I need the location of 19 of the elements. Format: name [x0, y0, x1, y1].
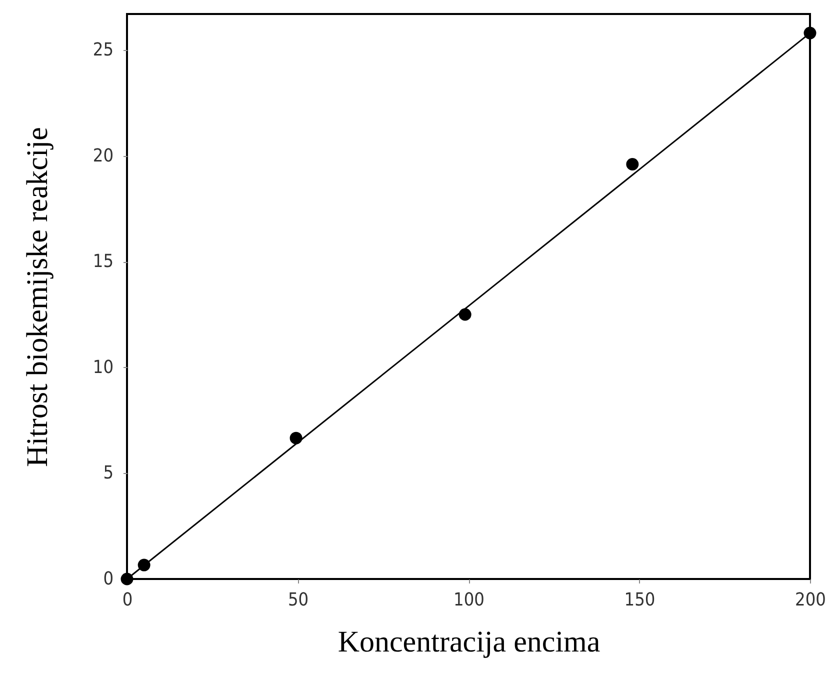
point	[120, 572, 134, 586]
y-tick-label: 15	[92, 251, 114, 272]
x-tick-label: 50	[288, 590, 309, 610]
x-tick-label: 0	[122, 590, 133, 610]
point	[290, 432, 302, 444]
point	[804, 26, 816, 40]
x-axis-title: Koncentracija encima	[338, 626, 600, 658]
y-tick-label: 5	[103, 462, 114, 484]
y-tick-label: 10	[92, 356, 114, 378]
x-tick-label: 100	[454, 590, 484, 610]
point	[626, 158, 639, 170]
y-axis-title: Hitrost biokemijske reakcije	[20, 127, 54, 467]
y-tick-label: 20	[92, 145, 114, 166]
y-tick-label: 0	[103, 568, 114, 590]
x-tick-label: 200	[795, 590, 826, 610]
point	[138, 558, 150, 572]
x-tick-label: 150	[624, 590, 656, 610]
y-tick-label: 25	[92, 39, 114, 60]
point	[458, 308, 472, 321]
